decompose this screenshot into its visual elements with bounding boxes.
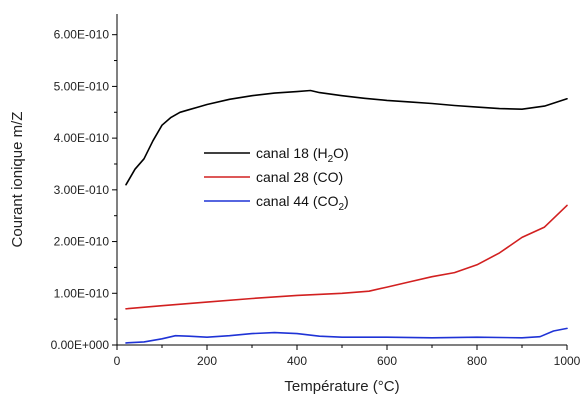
y-tick-label: 5.00E-010 xyxy=(54,79,110,93)
y-tick-label: 3.00E-010 xyxy=(54,183,110,197)
x-tick-label: 600 xyxy=(377,354,397,368)
y-axis-title: Courant ionique m/Z xyxy=(9,112,26,248)
plot-lines xyxy=(125,89,568,344)
y-tick-label: 4.00E-010 xyxy=(54,131,110,145)
y-tick-label: 0.00E+000 xyxy=(51,338,110,352)
legend-label: canal 28 (CO) xyxy=(256,169,343,185)
x-tick-label: 200 xyxy=(197,354,217,368)
x-tick-label: 1000 xyxy=(554,354,581,368)
y-tick-label: 6.00E-010 xyxy=(54,28,110,42)
legend-label: canal 18 (H2O) xyxy=(256,145,349,165)
legend: canal 18 (H2O) canal 28 (CO) canal 44 (CO2… xyxy=(204,145,349,213)
axes: 0 200 400 600 800 1000 0.00E+000 1.00E-010 2.00E… xyxy=(51,14,581,368)
y-tick-label: 2.00E-010 xyxy=(54,235,110,249)
x-tick-label: 0 xyxy=(114,354,121,368)
series-line-3 xyxy=(125,327,568,344)
series-line-2 xyxy=(125,204,568,310)
x-tick-label: 800 xyxy=(467,354,487,368)
y-tick-label: 1.00E-010 xyxy=(54,286,110,300)
x-tick-label: 400 xyxy=(287,354,307,368)
x-axis-title: Température (°C) xyxy=(284,378,399,395)
series-line-1 xyxy=(125,89,568,186)
legend-label: canal 44 (CO2) xyxy=(256,193,349,213)
